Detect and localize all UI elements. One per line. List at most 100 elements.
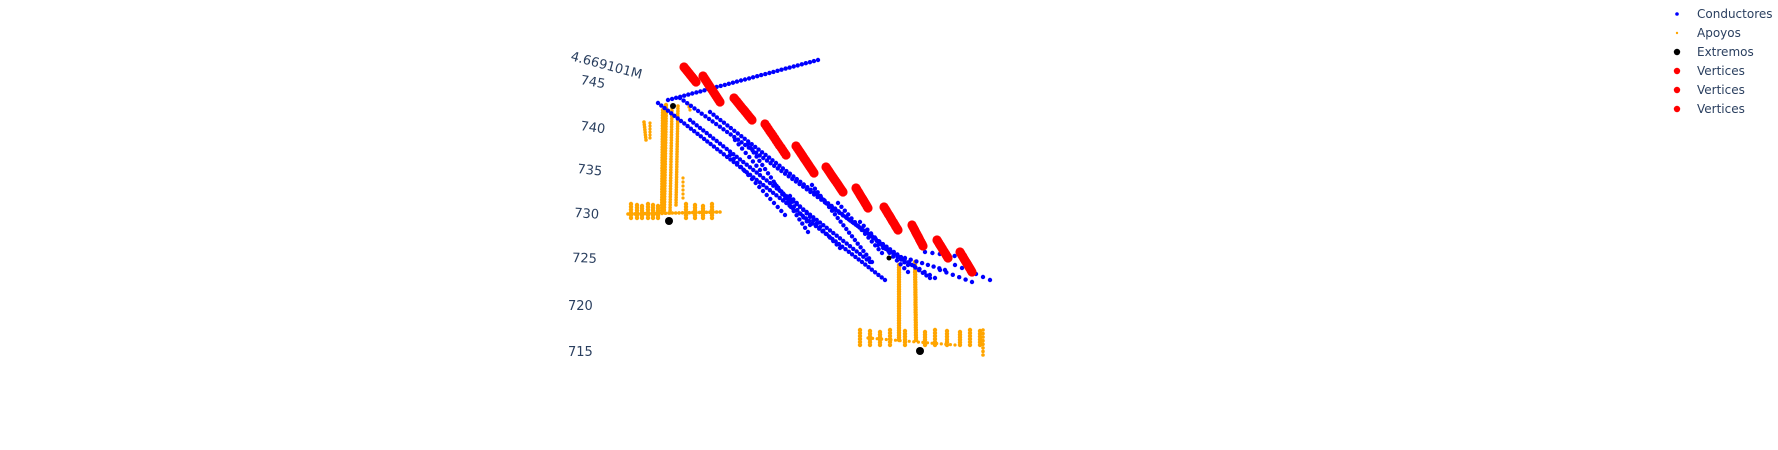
- apoyo-point: [628, 215, 634, 221]
- conductor-point: [804, 219, 809, 224]
- conductor-point: [692, 129, 697, 134]
- legend-item[interactable]: Extremos: [1673, 45, 1754, 59]
- conductor-point: [854, 249, 859, 254]
- conductor-point: [817, 220, 823, 225]
- apoyo-point: [669, 165, 673, 169]
- conductor-point: [767, 180, 773, 186]
- conductor-point: [757, 180, 763, 185]
- legend-item[interactable]: Apoyos: [1675, 26, 1741, 40]
- apoyo-point: [877, 342, 883, 348]
- conductor-point: [827, 235, 833, 240]
- apoyo-point: [981, 328, 985, 332]
- conductor-point: [898, 262, 903, 267]
- conductor-point: [959, 265, 965, 271]
- conductor-point: [782, 212, 788, 218]
- conductor-point: [678, 118, 684, 124]
- conductor-point: [767, 70, 772, 76]
- conductor-point: [832, 212, 838, 217]
- apoyo-point: [681, 180, 685, 184]
- conductor-point: [798, 211, 803, 216]
- legend-item[interactable]: Conductores: [1675, 7, 1773, 21]
- conductor-point: [841, 238, 846, 244]
- conductor-point: [715, 147, 720, 152]
- apoyo-point: [939, 342, 943, 346]
- conductor-point: [912, 263, 917, 269]
- conductor-point: [779, 208, 784, 214]
- conductor-point: [774, 193, 779, 198]
- apoyo-point: [669, 160, 673, 164]
- conductor-point: [896, 254, 901, 260]
- vertice-point: [781, 150, 791, 160]
- conductor-point: [842, 208, 847, 213]
- legend-label: Vertices: [1697, 64, 1745, 78]
- conductor-point: [714, 138, 719, 144]
- conductor-point: [731, 152, 736, 157]
- conductor-point: [761, 182, 766, 188]
- conductor-point: [846, 249, 851, 254]
- conductor-point: [824, 231, 829, 237]
- legend-item[interactable]: Vertices: [1673, 64, 1745, 78]
- conductor-point: [859, 259, 865, 265]
- apoyo-point: [668, 192, 673, 196]
- conductor-point: [750, 159, 756, 164]
- conductor-point: [743, 150, 748, 156]
- conductor-point: [755, 74, 760, 79]
- conductor-point: [952, 262, 958, 268]
- apoyo-point: [684, 210, 688, 215]
- conductor-point: [777, 163, 782, 168]
- apoyo-point: [668, 173, 673, 178]
- z-tick-label: 745: [579, 73, 606, 92]
- trace-extremos: [665, 103, 924, 355]
- apoyo-point: [681, 192, 685, 196]
- apoyo-point: [673, 211, 678, 215]
- conductor-point: [673, 95, 679, 101]
- apoyo-point: [981, 346, 985, 350]
- legend-item[interactable]: Vertices: [1673, 83, 1745, 97]
- conductor-point: [773, 160, 779, 166]
- conductor-point: [834, 242, 839, 247]
- z-tick-label: 740: [579, 119, 606, 137]
- conductor-point: [944, 270, 949, 275]
- conductor-point: [787, 193, 793, 199]
- apoyo-point: [675, 144, 679, 149]
- conductor-point: [738, 78, 744, 83]
- conductor-point: [759, 72, 764, 78]
- apoyo-point: [709, 215, 715, 221]
- conductor-point: [730, 80, 736, 85]
- conductor-point: [784, 168, 789, 174]
- conductor-point: [831, 238, 836, 244]
- apoyo-point: [669, 122, 674, 126]
- apoyo-point: [674, 185, 679, 189]
- conductor-point: [799, 62, 804, 67]
- apoyo-point: [669, 157, 673, 161]
- conductor-point: [798, 179, 803, 184]
- conductor-point: [681, 98, 686, 103]
- conductor-point: [756, 147, 761, 152]
- conductor-point: [841, 223, 846, 228]
- extremo-point: [665, 217, 673, 225]
- apoyo-point: [867, 342, 873, 348]
- apoyo-point: [674, 188, 679, 192]
- conductor-point: [818, 193, 823, 199]
- conductor-point: [751, 167, 756, 173]
- apoyo-point: [643, 211, 647, 216]
- conductor-point: [682, 93, 687, 98]
- conductor-point: [728, 157, 733, 162]
- conductor-point: [748, 146, 754, 151]
- legend-item[interactable]: Vertices: [1673, 102, 1745, 116]
- conductor-point: [868, 231, 874, 236]
- apoyo-point: [708, 210, 712, 214]
- apoyo-point: [639, 215, 645, 221]
- conductor-point: [665, 108, 671, 113]
- conductor-point: [866, 265, 871, 270]
- conductor-point: [922, 269, 927, 275]
- apoyo-point: [857, 342, 863, 348]
- apoyo-point: [718, 210, 722, 214]
- apoyo-point: [648, 130, 652, 134]
- conductor-point: [724, 129, 730, 135]
- apoyo-point: [668, 203, 672, 207]
- conductor-point: [844, 241, 849, 246]
- conductor-point: [750, 75, 756, 80]
- legend[interactable]: Conductores Apoyos Extremos Vertices Vertice…: [1673, 7, 1773, 116]
